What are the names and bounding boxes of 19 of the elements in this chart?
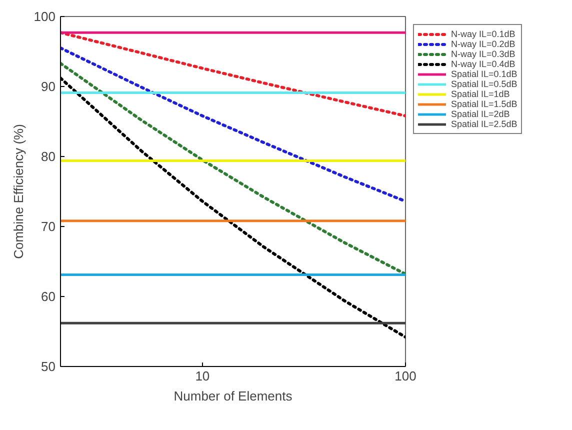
legend-label: Spatial IL=0.1dB [451, 69, 518, 79]
y-tick-label: 50 [41, 359, 56, 374]
legend-label: Spatial IL=2dB [451, 109, 510, 119]
legend-label: N-way IL=0.4dB [451, 59, 516, 69]
y-tick-label: 70 [41, 219, 56, 234]
y-tick-label: 90 [41, 79, 56, 94]
y-tick-label: 80 [41, 149, 56, 164]
x-tick-label: 10 [195, 368, 210, 384]
legend-label: N-way IL=0.2dB [451, 39, 516, 49]
legend-label: Spatial IL=1dB [451, 89, 510, 99]
legend-label: N-way IL=0.1dB [451, 29, 516, 39]
y-axis-title: Combine Efficiency (%) [10, 124, 26, 259]
legend-label: N-way IL=0.3dB [451, 49, 516, 59]
legend-label: Spatial IL=0.5dB [451, 79, 518, 89]
y-tick-label: 60 [41, 289, 56, 304]
legend-label: Spatial IL=2.5dB [451, 119, 518, 129]
legend-label: Spatial IL=1.5dB [451, 99, 518, 109]
x-axis-title: Number of Elements [174, 388, 293, 404]
y-tick-label: 100 [34, 9, 56, 24]
